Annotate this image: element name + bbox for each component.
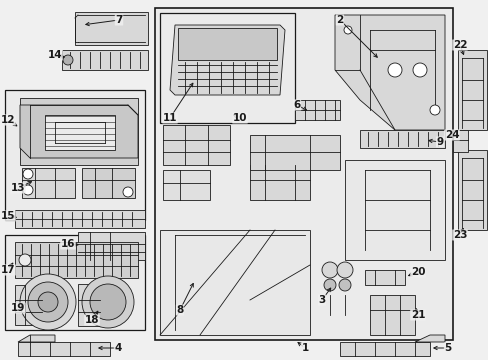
Circle shape bbox=[90, 284, 126, 320]
Polygon shape bbox=[334, 15, 444, 130]
Bar bbox=[155, 8, 452, 340]
Polygon shape bbox=[452, 130, 467, 152]
Text: 3: 3 bbox=[318, 295, 325, 305]
Circle shape bbox=[38, 292, 58, 312]
Text: 7: 7 bbox=[115, 15, 122, 25]
Polygon shape bbox=[369, 295, 414, 335]
Polygon shape bbox=[78, 232, 145, 260]
Polygon shape bbox=[294, 100, 339, 120]
Polygon shape bbox=[15, 285, 42, 325]
Polygon shape bbox=[22, 168, 75, 198]
Circle shape bbox=[82, 276, 134, 328]
Polygon shape bbox=[160, 230, 309, 335]
Text: 8: 8 bbox=[176, 305, 183, 315]
Polygon shape bbox=[359, 130, 444, 148]
Polygon shape bbox=[339, 342, 429, 356]
Circle shape bbox=[343, 26, 351, 34]
Polygon shape bbox=[62, 50, 148, 70]
Polygon shape bbox=[78, 284, 100, 326]
Bar bbox=[5, 90, 145, 220]
Text: 24: 24 bbox=[444, 130, 458, 140]
Text: 14: 14 bbox=[48, 50, 62, 60]
Polygon shape bbox=[18, 335, 55, 342]
Circle shape bbox=[321, 262, 337, 278]
Circle shape bbox=[324, 279, 335, 291]
Circle shape bbox=[336, 262, 352, 278]
Text: 18: 18 bbox=[84, 315, 99, 325]
Polygon shape bbox=[163, 125, 229, 165]
Text: 19: 19 bbox=[11, 303, 25, 313]
Polygon shape bbox=[364, 270, 404, 285]
Circle shape bbox=[23, 185, 33, 195]
Polygon shape bbox=[249, 135, 339, 170]
Polygon shape bbox=[249, 165, 309, 200]
Text: 5: 5 bbox=[444, 343, 451, 353]
Polygon shape bbox=[20, 105, 138, 158]
Polygon shape bbox=[457, 150, 486, 230]
Circle shape bbox=[123, 187, 133, 197]
Polygon shape bbox=[163, 170, 209, 200]
Polygon shape bbox=[170, 25, 285, 95]
Polygon shape bbox=[45, 115, 115, 150]
Circle shape bbox=[19, 254, 31, 266]
Polygon shape bbox=[178, 28, 276, 60]
Bar bbox=[5, 235, 145, 330]
Text: 21: 21 bbox=[410, 310, 425, 320]
Polygon shape bbox=[75, 12, 148, 45]
Circle shape bbox=[20, 274, 76, 330]
Polygon shape bbox=[345, 160, 444, 260]
Circle shape bbox=[23, 169, 33, 179]
Text: 13: 13 bbox=[11, 183, 25, 193]
Text: 2: 2 bbox=[336, 15, 343, 25]
Text: 22: 22 bbox=[452, 40, 467, 50]
Text: 10: 10 bbox=[232, 113, 247, 123]
Circle shape bbox=[28, 282, 68, 322]
Circle shape bbox=[412, 63, 426, 77]
Text: 6: 6 bbox=[293, 100, 300, 110]
Text: 9: 9 bbox=[436, 137, 443, 147]
Text: 20: 20 bbox=[410, 267, 425, 277]
Text: 4: 4 bbox=[114, 343, 122, 353]
Text: 17: 17 bbox=[0, 265, 15, 275]
Bar bbox=[160, 13, 294, 123]
Polygon shape bbox=[18, 342, 110, 356]
Text: 1: 1 bbox=[301, 343, 308, 353]
Polygon shape bbox=[82, 168, 135, 198]
Circle shape bbox=[338, 279, 350, 291]
Text: 11: 11 bbox=[163, 113, 177, 123]
Circle shape bbox=[63, 55, 73, 65]
Polygon shape bbox=[457, 50, 486, 130]
Text: 23: 23 bbox=[452, 230, 467, 240]
Circle shape bbox=[429, 105, 439, 115]
Circle shape bbox=[387, 63, 401, 77]
Text: 12: 12 bbox=[1, 115, 15, 125]
Text: 15: 15 bbox=[1, 211, 15, 221]
Polygon shape bbox=[15, 210, 145, 228]
Polygon shape bbox=[20, 98, 138, 165]
Text: 16: 16 bbox=[61, 239, 75, 249]
Polygon shape bbox=[15, 242, 138, 278]
Polygon shape bbox=[414, 335, 444, 342]
